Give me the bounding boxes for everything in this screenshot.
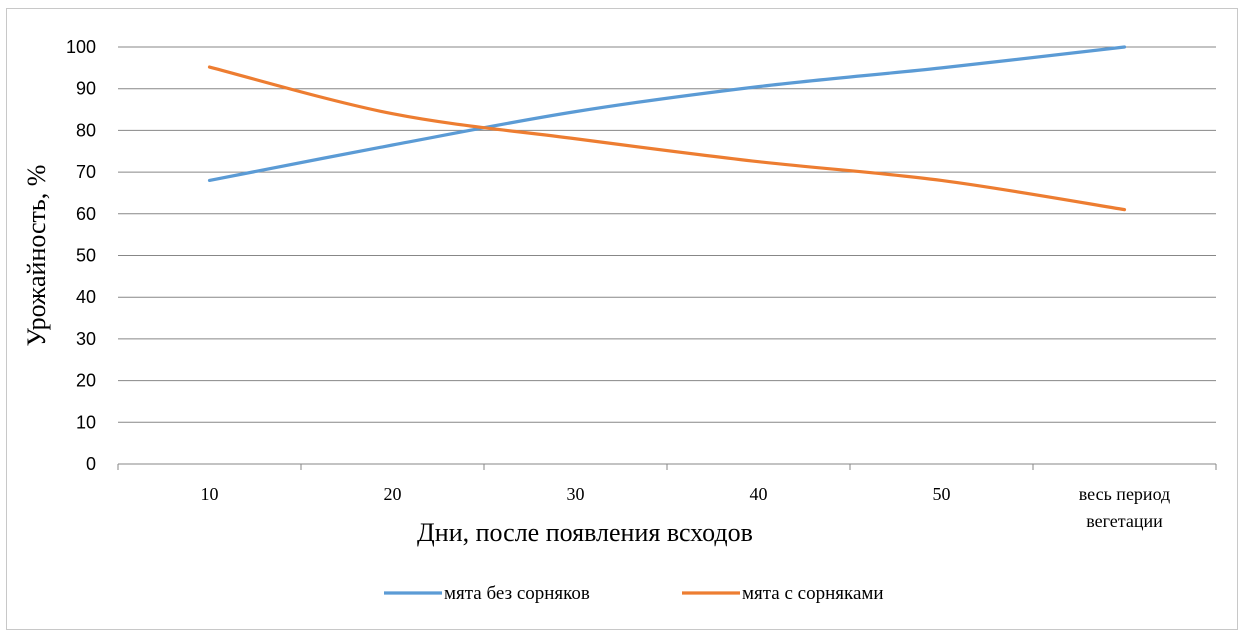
x-tick-label: 20 [384, 484, 402, 504]
y-tick-label: 50 [76, 246, 96, 266]
y-tick-label: 20 [76, 371, 96, 391]
x-axis-title: Дни, после появления всходов [417, 518, 753, 547]
y-tick-label: 80 [76, 120, 96, 140]
y-tick-labels: 0 10 20 30 40 50 60 70 80 90 100 [66, 37, 96, 474]
y-tick-label: 0 [86, 454, 96, 474]
y-tick-label: 70 [76, 162, 96, 182]
x-tick-label: весь период вегетации [1079, 484, 1170, 531]
series-line-2 [207, 65, 1127, 212]
y-tick-label: 30 [76, 329, 96, 349]
y-tick-label: 10 [76, 412, 96, 432]
chart-frame [6, 8, 1238, 630]
y-tick-label: 90 [76, 79, 96, 99]
y-tick-label: 40 [76, 287, 96, 307]
legend-label: мята с сорняками [742, 583, 884, 604]
legend: мята без сорняков мята с сорняками [384, 583, 884, 604]
series-line-1 [207, 45, 1127, 183]
y-axis-title: Урожайность, % [22, 165, 51, 347]
gridlines [118, 46, 1216, 423]
x-tick-label: 50 [933, 484, 951, 504]
y-tick-label: 60 [76, 204, 96, 224]
x-tick-label: 30 [567, 484, 585, 504]
x-tick-label: 40 [750, 484, 768, 504]
x-tick-label: 10 [201, 484, 219, 504]
legend-label: мята без сорняков [444, 583, 590, 604]
axes [117, 463, 1217, 470]
y-tick-label: 100 [66, 37, 96, 57]
series-lines [207, 45, 1127, 212]
x-tick-labels: 10 20 30 40 50 весь период вегетации [201, 484, 1171, 531]
